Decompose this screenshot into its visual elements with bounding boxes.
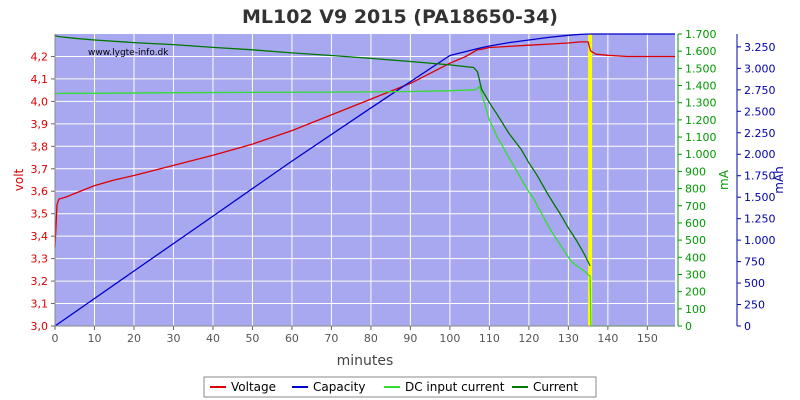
y-right-mah-tick-label: 2.250 [744, 127, 776, 140]
y-right-mah-tick-label: 3.250 [744, 41, 776, 54]
y-right-mah-tick-label: 2.500 [744, 105, 776, 118]
legend-entry: Voltage [231, 380, 276, 394]
x-tick-label: 150 [637, 332, 658, 345]
legend-entry: Current [533, 380, 578, 394]
x-tick-label: 120 [518, 332, 539, 345]
y-right-ma-tick-label: 1.700 [685, 28, 717, 41]
legend-entry: Capacity [313, 380, 365, 394]
y-right-ma-tick-label: 900 [685, 165, 706, 178]
watermark: www.lygte-info.dk [88, 48, 169, 58]
y-right-mah-tick-label: 250 [744, 299, 765, 312]
x-tick-label: 70 [324, 332, 338, 345]
x-tick-label: 30 [166, 332, 180, 345]
y-axis-label-mah: mAh [772, 166, 786, 194]
y-left-tick-label: 4,1 [31, 73, 49, 86]
legend: Voltage Capacity DC input current Current [203, 376, 597, 398]
y-left-tick-label: 3,8 [31, 140, 49, 153]
x-tick-label: 80 [364, 332, 378, 345]
x-axis-label: minutes [337, 353, 394, 369]
y-right-mah-tick-label: 500 [744, 277, 765, 290]
x-tick-label: 0 [52, 332, 59, 345]
y-right-ma-tick-label: 800 [685, 183, 706, 196]
y-left-tick-label: 3,6 [31, 185, 49, 198]
y-right-mah-tick-label: 2.000 [744, 148, 776, 161]
x-tick-label: 130 [558, 332, 579, 345]
y-left-tick-label: 3,9 [31, 118, 49, 131]
y-right-ma-tick-label: 200 [685, 286, 706, 299]
y-right-ma-tick-label: 0 [685, 320, 692, 333]
y-left-tick-label: 4,2 [31, 50, 49, 63]
y-right-mah-tick-label: 1.500 [744, 191, 776, 204]
y-left-tick-label: 3,4 [31, 230, 49, 243]
y-right-ma-tick-label: 600 [685, 217, 706, 230]
x-tick-label: 40 [206, 332, 220, 345]
y-left-tick-label: 3,5 [31, 208, 49, 221]
y-left-tick-label: 3,3 [31, 253, 49, 266]
y-left-tick-label: 3,2 [31, 275, 49, 288]
x-tick-label: 140 [597, 332, 618, 345]
y-right-mah-tick-label: 2.750 [744, 84, 776, 97]
y-axis-label-ma: mA [717, 169, 731, 190]
series-dc-input-current-line [54, 85, 675, 327]
y-right-ma-tick-label: 1.600 [685, 45, 717, 58]
x-tick-label: 60 [285, 332, 299, 345]
y-right-ma-tick-label: 1.300 [685, 97, 717, 110]
x-tick-label: 20 [127, 332, 141, 345]
y-left-tick-label: 4,0 [31, 95, 49, 108]
series-current-line [54, 35, 591, 267]
y-right-ma-tick-label: 1.000 [685, 148, 717, 161]
x-tick-label: 100 [439, 332, 460, 345]
y-axis-label-volt: volt [12, 168, 26, 191]
y-right-ma-tick-label: 100 [685, 303, 706, 316]
y-right-mah-tick-label: 750 [744, 256, 765, 269]
x-tick-label: 50 [245, 332, 259, 345]
y-right-ma-tick-label: 1.200 [685, 114, 717, 127]
plot-area [54, 33, 675, 327]
legend-entry: DC input current [405, 380, 505, 394]
y-right-ma-tick-label: 300 [685, 268, 706, 281]
y-right-ma-tick-label: 400 [685, 251, 706, 264]
y-left-tick-label: 3,1 [31, 298, 49, 311]
y-right-mah-tick-label: 3.000 [744, 62, 776, 75]
series-capacity-line [54, 33, 675, 327]
y-right-mah-tick-label: 1.250 [744, 213, 776, 226]
chart-title: ML102 V9 2015 (PA18650-34) [242, 6, 558, 28]
x-tick-label: 110 [479, 332, 500, 345]
y-left-tick-label: 3,0 [31, 320, 49, 333]
plot-background [55, 34, 675, 326]
y-right-mah-tick-label: 1.750 [744, 170, 776, 183]
y-right-mah-tick-label: 0 [744, 320, 751, 333]
y-right-ma-tick-label: 500 [685, 234, 706, 247]
y-right-ma-tick-label: 1.500 [685, 62, 717, 75]
y-left-tick-label: 3,7 [31, 163, 49, 176]
series-voltage-line [54, 41, 675, 248]
y-right-ma-tick-label: 1.400 [685, 80, 717, 93]
x-tick-label: 90 [403, 332, 417, 345]
x-tick-label: 10 [87, 332, 101, 345]
y-right-mah-tick-label: 1.000 [744, 234, 776, 247]
y-right-ma-tick-label: 700 [685, 200, 706, 213]
y-right-ma-tick-label: 1.100 [685, 131, 717, 144]
